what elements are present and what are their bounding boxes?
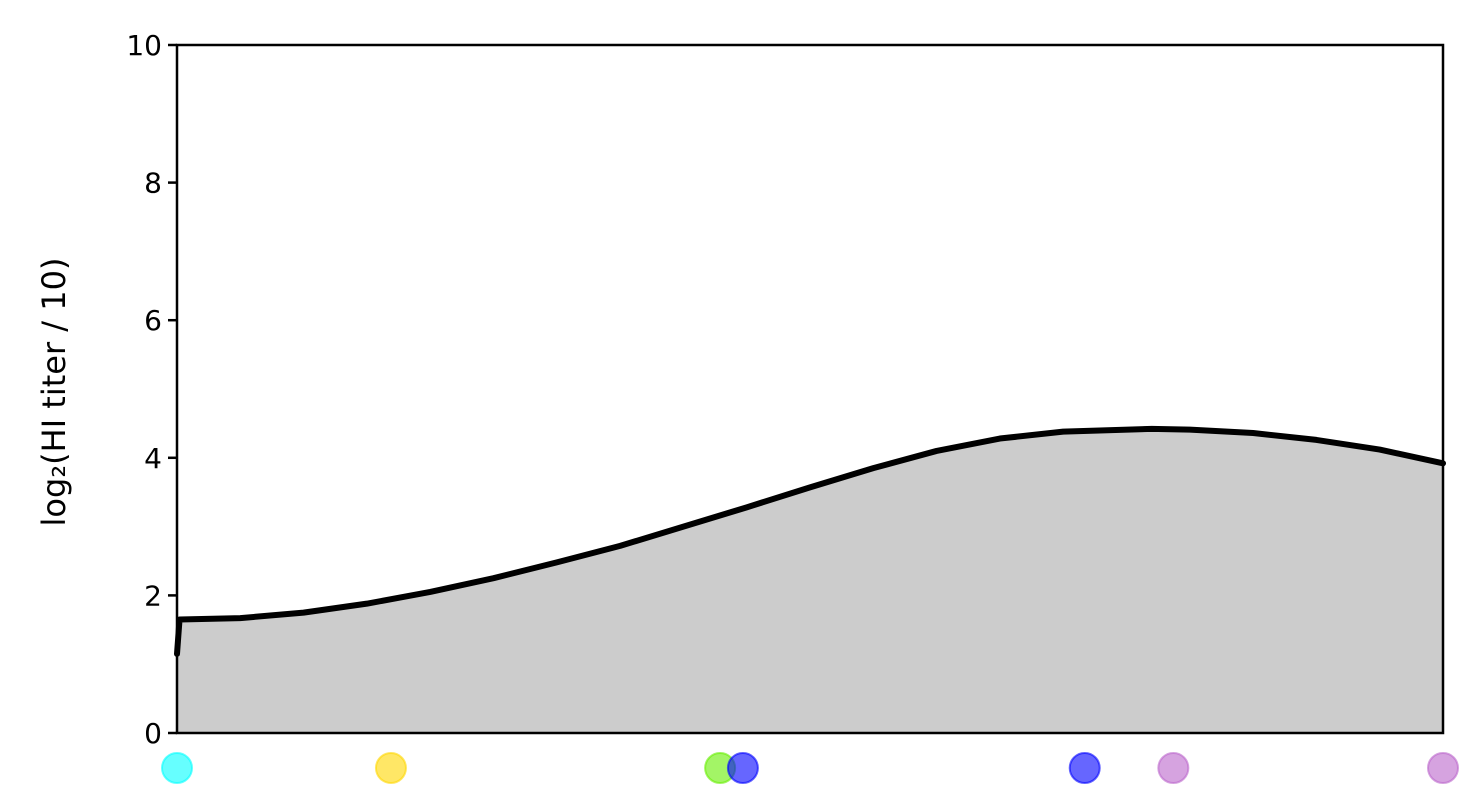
y-axis-ticks: 0 2 4 6 8 10 [126,29,177,750]
strain-marker-0 [161,752,193,784]
strain-marker-5 [1157,752,1190,784]
area-layer [177,428,1443,733]
y-tick-label: 4 [144,442,162,475]
strain-marker-1 [374,752,407,784]
y-axis-label: log₂(HI titer / 10) [35,258,73,527]
y-tick-label: 6 [144,304,162,337]
strain-marker-3 [726,752,759,784]
strain-marker-6 [1427,752,1459,784]
series-line-0 [174,425,1446,657]
y-tick-label: 10 [126,29,162,62]
y-tick-label: 0 [144,717,162,750]
series-area-0 [177,428,1443,733]
y-tick-label: 8 [144,167,162,200]
strain-marker-4 [1068,752,1101,784]
plot-frame [175,43,1445,735]
strain-markers [161,752,1459,784]
y-tick-label: 2 [144,579,162,612]
line-layer [174,425,1446,657]
